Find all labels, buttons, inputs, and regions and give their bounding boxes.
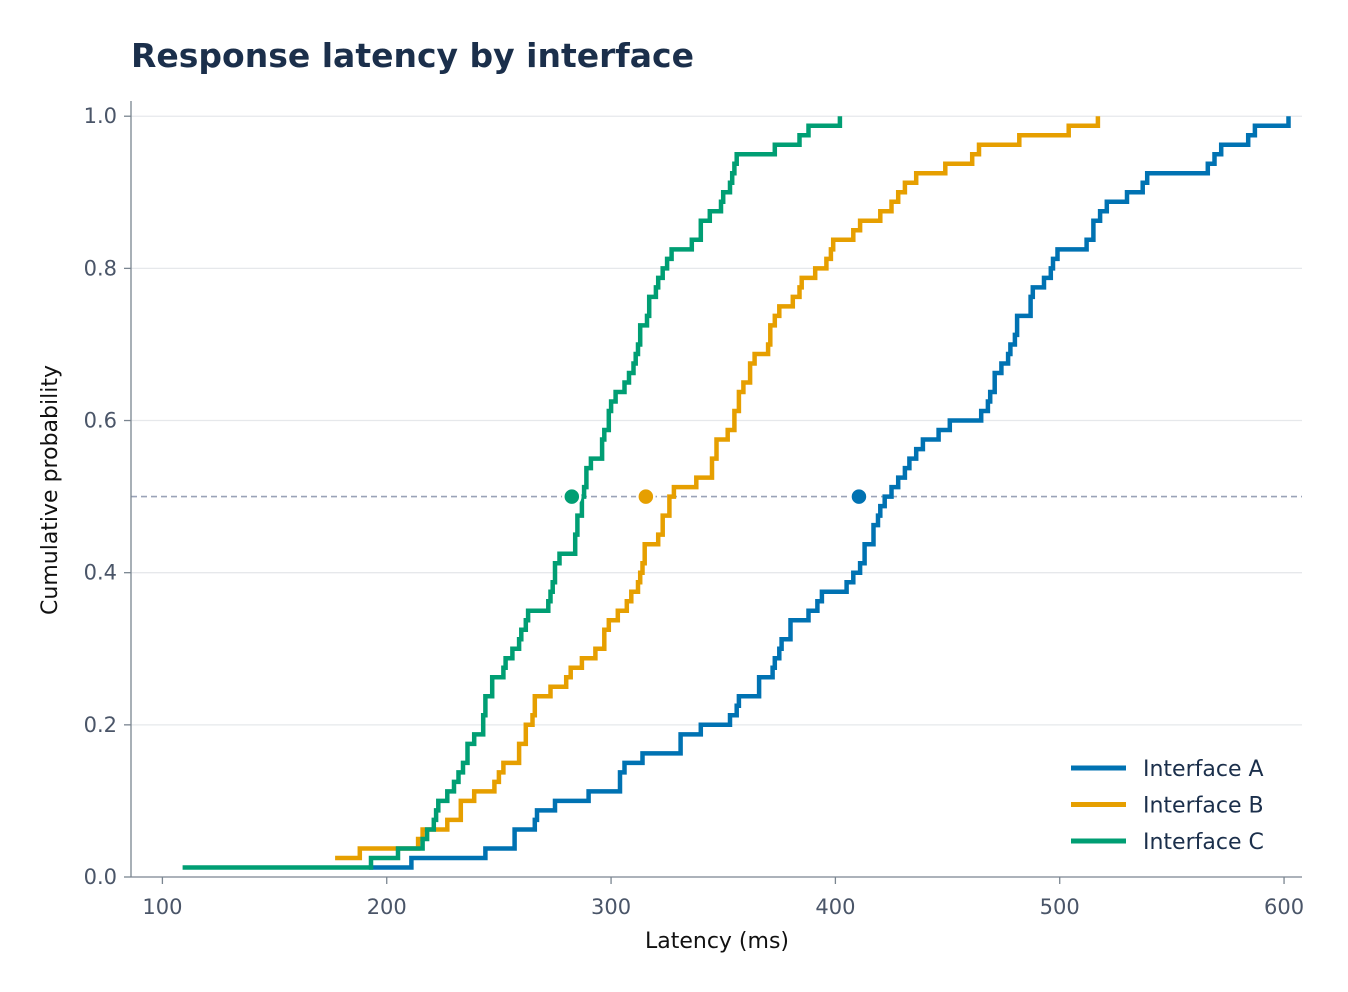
x-tick-label-200: 200 <box>367 895 407 919</box>
legend: Interface A Interface B Interface C <box>1071 757 1264 855</box>
series-line-interface-b <box>335 116 1101 861</box>
series-lines <box>182 116 1291 870</box>
median-marker-interface-a <box>849 486 869 507</box>
y-tick-label-5: 1.0 <box>84 104 117 128</box>
legend-label-interface-c: Interface C <box>1143 830 1264 855</box>
chart-title: Response latency by interface <box>131 36 694 75</box>
x-tick-label-100: 100 <box>142 895 182 919</box>
x-tick-label-500: 500 <box>1040 895 1080 919</box>
x-tick-label-400: 400 <box>815 895 855 919</box>
y-tick-label-1: 0.2 <box>84 713 117 737</box>
series-line-interface-a <box>368 116 1291 870</box>
median-marker-interface-c <box>562 486 582 507</box>
axes <box>124 101 1302 884</box>
tick-labels: 100 200 300 400 500 600 0.0 0.2 0.4 0.6 0.8 1.0 <box>84 104 1305 919</box>
y-tick-label-4: 0.8 <box>84 256 117 280</box>
legend-label-interface-b: Interface B <box>1143 794 1264 819</box>
gridlines <box>131 115 1302 726</box>
x-axis-label: Latency (ms) <box>645 929 789 954</box>
y-tick-label-3: 0.6 <box>84 409 117 433</box>
y-axis-label: Cumulative probability <box>38 365 63 615</box>
series-line-interface-c <box>182 116 843 870</box>
median-markers <box>562 486 869 507</box>
y-tick-label-0: 0.0 <box>84 865 117 889</box>
legend-label-interface-a: Interface A <box>1143 757 1264 782</box>
x-tick-label-300: 300 <box>591 895 631 919</box>
x-tick-label-600: 600 <box>1264 895 1304 919</box>
y-tick-label-2: 0.4 <box>84 561 117 585</box>
median-marker-interface-b <box>636 486 656 507</box>
